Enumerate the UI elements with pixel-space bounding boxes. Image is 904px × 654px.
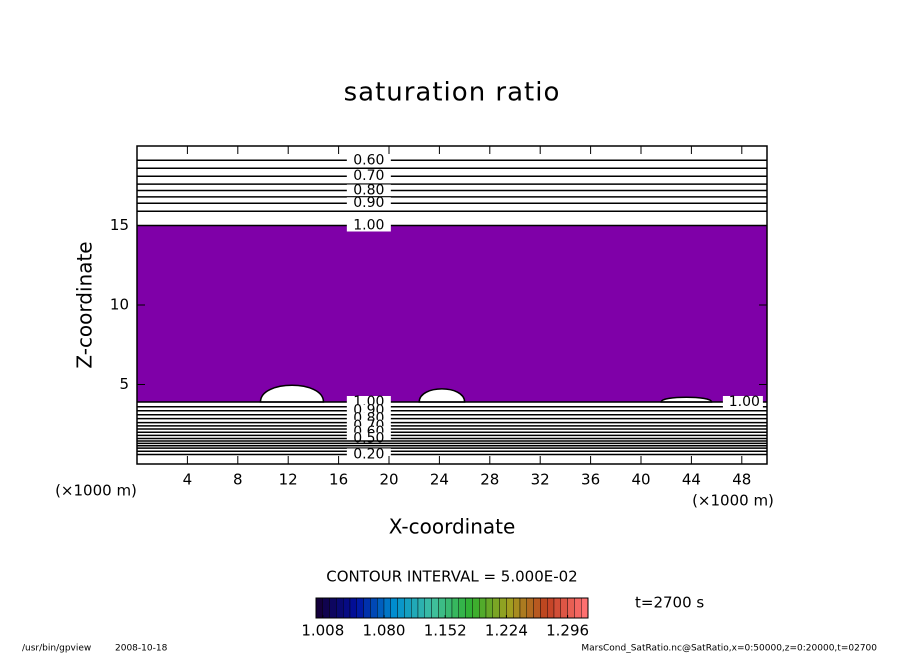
colorbar-frame: [315, 597, 589, 619]
colorbar-swatch: [336, 597, 344, 619]
contour-interval: CONTOUR INTERVAL = 5.000E-02: [326, 568, 577, 586]
colorbar-swatch: [574, 597, 582, 619]
y-axis-label: Z-coordinate: [73, 241, 97, 368]
colorbar-swatch: [485, 597, 494, 619]
colorbar-swatch: [343, 597, 351, 619]
colorbar-swatch: [492, 597, 500, 619]
x-tick-label: 36: [581, 471, 600, 489]
colorbar-swatch: [506, 597, 514, 619]
colorbar-swatch: [547, 597, 555, 619]
colorbar-swatch: [370, 597, 378, 619]
x-tick-label: 8: [233, 471, 243, 489]
x-tick-label: 48: [732, 471, 751, 489]
colorbar-swatch: [519, 597, 528, 619]
colorbar-swatch: [349, 597, 358, 619]
contour-label: 0.80: [353, 183, 384, 199]
colorbar-swatch: [533, 597, 541, 619]
footer-date: 2008-10-18: [115, 644, 168, 654]
contour-label: 0.70: [353, 168, 384, 184]
colorbar-swatch: [356, 597, 364, 619]
colorbar-swatch: [329, 597, 337, 619]
x-tick-label: 20: [379, 471, 398, 489]
colorbar-swatch: [363, 597, 371, 619]
colorbar-tick-label: 1.224: [485, 622, 528, 640]
footer-right: MarsCond_SatRatio.nc@SatRatio,x=0:50000,…: [581, 644, 877, 654]
x-tick-label: 32: [531, 471, 550, 489]
y-tick-label: 10: [110, 296, 129, 314]
colorbar-swatch: [315, 597, 324, 619]
colorbar-swatch: [390, 597, 398, 619]
x-tick-label: 24: [430, 471, 449, 489]
contour-label-bg: [346, 448, 391, 461]
colorbar-swatch: [458, 597, 466, 619]
colorbar-swatch: [431, 597, 439, 619]
colorbar-swatch: [417, 597, 426, 619]
y-tick-label: 5: [119, 375, 129, 393]
x-tick-label: 12: [279, 471, 298, 489]
contour-label-bg: [346, 184, 391, 197]
colorbar-swatch: [465, 597, 473, 619]
colorbar-tick-label: 1.008: [301, 622, 344, 640]
colorbar-tick-label: 1.152: [424, 622, 467, 640]
colorbar-swatch: [411, 597, 419, 619]
x-tick-label: 16: [329, 471, 348, 489]
contour-label-bg: [346, 197, 391, 210]
colorbar-swatch: [424, 597, 432, 619]
colorbar-swatch: [513, 597, 521, 619]
colorbar-swatch: [404, 597, 412, 619]
colorbar-swatch: [438, 597, 446, 619]
colorbar-swatch: [377, 597, 385, 619]
contour-label: 0.50: [353, 431, 384, 447]
x-tick-label: 4: [183, 471, 193, 489]
colorbar-swatch: [322, 597, 330, 619]
contour-label-bg: [346, 219, 391, 232]
contour-label-bg: [346, 170, 391, 183]
x-tick-label: 28: [480, 471, 499, 489]
contour-label: 0.90: [353, 195, 384, 211]
colorbar-swatch: [479, 597, 487, 619]
bump: [259, 384, 325, 403]
x-unit: (×1000 m): [692, 492, 774, 510]
contour-label: 1.00: [353, 218, 384, 234]
footer-left: /usr/bin/gpview: [22, 644, 91, 654]
chart-title: saturation ratio: [344, 78, 561, 108]
contour-label: 0.60: [353, 152, 384, 168]
colorbar-tick-label: 1.080: [363, 622, 406, 640]
colorbar-swatch: [499, 597, 507, 619]
contour-label-bg: [722, 395, 763, 408]
colorbar-swatch: [472, 597, 480, 619]
colorbar-swatch: [451, 597, 460, 619]
contour-label-bg: [346, 154, 391, 167]
x-tick-label: 44: [682, 471, 701, 489]
filled-region: [137, 225, 767, 402]
x-tick-label: 40: [631, 471, 650, 489]
time-label: t=2700 s: [635, 594, 704, 612]
colorbar-swatch: [567, 597, 575, 619]
colorbar-tick-label: 1.296: [546, 622, 589, 640]
colorbar-swatch: [397, 597, 405, 619]
x-axis-label: X-coordinate: [389, 515, 516, 539]
y-unit: (×1000 m): [55, 482, 137, 500]
colorbar-swatch: [560, 597, 568, 619]
y-tick-label: 15: [110, 216, 129, 234]
colorbar-swatch: [540, 597, 548, 619]
contour-label: 0.20: [353, 446, 384, 462]
colorbar-swatch: [445, 597, 453, 619]
colorbar-swatch: [553, 597, 562, 619]
contour-label: 1.00: [729, 394, 760, 410]
colorbar-swatch: [383, 597, 392, 619]
colorbar-swatch: [526, 597, 534, 619]
colorbar-swatch: [581, 597, 589, 619]
